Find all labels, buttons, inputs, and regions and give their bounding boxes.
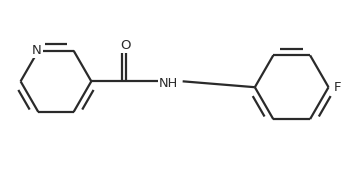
Text: N: N (32, 44, 42, 57)
Text: NH: NH (159, 77, 178, 90)
Text: O: O (121, 39, 131, 52)
Text: F: F (334, 81, 341, 94)
